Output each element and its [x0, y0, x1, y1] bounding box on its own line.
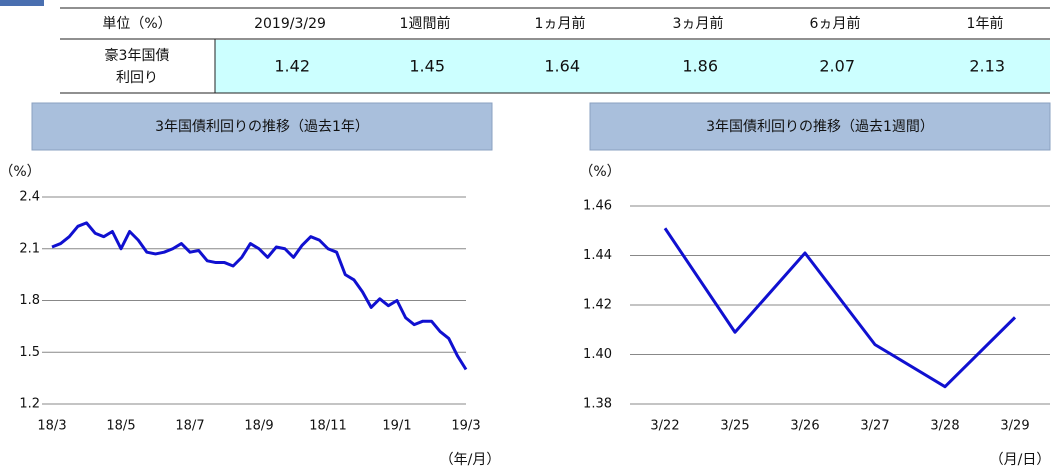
- x-axis-label: （年/月）: [440, 452, 501, 468]
- y-axis-label: （%）: [579, 164, 620, 180]
- y-tick-label: 1.38: [583, 397, 612, 412]
- x-tick-label: 3/22: [650, 419, 679, 434]
- table-header: 1週間前: [400, 15, 451, 32]
- y-tick-label: 2.4: [19, 190, 40, 205]
- x-tick-label: 18/3: [37, 419, 66, 434]
- table-cell: 1.86: [682, 57, 718, 76]
- chart-title-box: [589, 102, 1051, 151]
- table-header: 3ヵ月前: [673, 15, 724, 32]
- chart-title: 3年国債利回りの推移（過去1週間）: [706, 119, 934, 135]
- table-cell: 1.64: [544, 57, 580, 76]
- x-tick-label: 3/25: [720, 419, 749, 434]
- y-axis-label: （%）: [0, 164, 41, 180]
- table-cell: 1.45: [409, 57, 445, 76]
- x-tick-label: 18/9: [244, 419, 273, 434]
- table-header: 1年前: [967, 15, 1004, 32]
- x-tick-label: 18/11: [309, 419, 346, 434]
- table-row-bg: [215, 40, 1050, 93]
- y-tick-label: 1.42: [583, 298, 612, 313]
- table-header: 2019/3/29: [254, 16, 326, 32]
- y-tick-label: 2.1: [19, 241, 40, 256]
- line-series: [663, 227, 1017, 389]
- row-label: 豪3年国債: [105, 48, 170, 64]
- x-tick-label: 3/27: [860, 419, 889, 434]
- row-label: 利回り: [116, 70, 158, 86]
- table-header: 6ヵ月前: [810, 15, 861, 32]
- y-tick-label: 1.44: [583, 248, 612, 263]
- table-header: 1ヵ月前: [535, 15, 586, 32]
- line-series: [51, 221, 468, 371]
- x-tick-label: 19/1: [382, 419, 411, 434]
- y-tick-label: 1.8: [19, 293, 40, 308]
- y-tick-label: 1.40: [583, 347, 612, 362]
- table-cell: 2.13: [969, 57, 1005, 76]
- table-cell: 2.07: [819, 57, 855, 76]
- y-tick-label: 1.2: [19, 397, 40, 412]
- y-tick-label: 1.5: [19, 345, 40, 360]
- x-tick-label: 3/26: [790, 419, 819, 434]
- table-cell: 1.42: [274, 57, 310, 76]
- corner-mark: [0, 0, 44, 6]
- table-header: 単位（%）: [102, 16, 171, 32]
- x-axis-label: （月/日）: [990, 452, 1051, 468]
- chart-title: 3年国債利回りの推移（過去1年）: [155, 119, 369, 135]
- x-tick-label: 18/5: [106, 419, 135, 434]
- x-tick-label: 3/29: [1000, 419, 1029, 434]
- x-tick-label: 19/3: [451, 419, 480, 434]
- x-tick-label: 18/7: [175, 419, 204, 434]
- x-tick-label: 3/28: [930, 419, 959, 434]
- y-tick-label: 1.46: [583, 199, 612, 214]
- chart-title-box: [31, 102, 493, 151]
